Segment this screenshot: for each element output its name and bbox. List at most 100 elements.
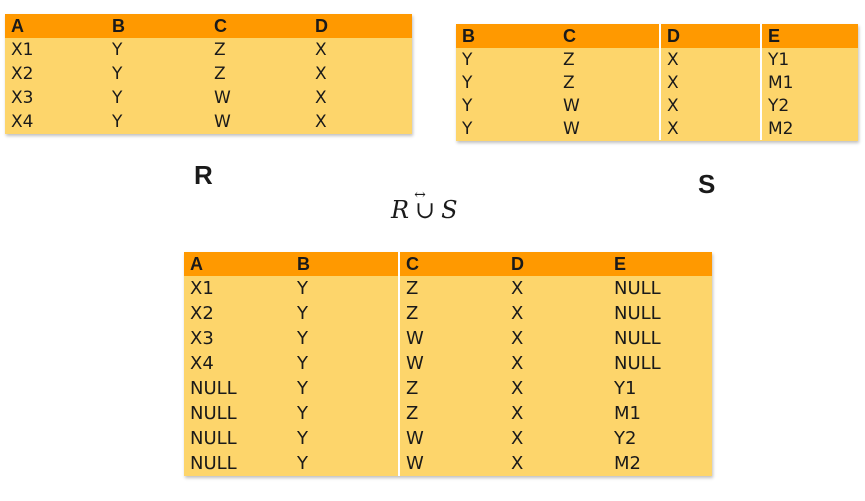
table-cell: Y xyxy=(297,278,308,299)
table-cell: Y1 xyxy=(760,48,858,71)
table-cell: NULL xyxy=(190,378,237,399)
table-row: Y W X M2 xyxy=(456,117,858,140)
table-row: Y Z X Y1 xyxy=(456,48,858,71)
header-cell: B xyxy=(297,254,310,274)
table-row: NULL Y W X Y2 xyxy=(184,426,712,451)
table-cell: M2 xyxy=(760,117,858,140)
table-cell: Y xyxy=(112,88,123,108)
header-cell: D xyxy=(511,254,524,274)
table-cell: Z xyxy=(398,401,505,426)
double-arrow-icon: ↔ xyxy=(414,187,426,203)
table-cell: Y xyxy=(297,303,308,324)
table-cell: X xyxy=(511,328,524,349)
header-cell: E xyxy=(760,24,858,48)
table-r-header: A B C D xyxy=(5,14,412,38)
table-row: NULL Y Z X M1 xyxy=(184,401,712,426)
table-cell: W xyxy=(398,351,505,376)
table-cell: Y2 xyxy=(760,94,858,117)
table-cell: X xyxy=(511,353,524,374)
table-cell: X xyxy=(511,453,524,474)
header-cell: E xyxy=(614,254,627,274)
table-cell: X3 xyxy=(11,88,34,108)
table-cell: Z xyxy=(563,50,575,70)
table-s-label: S xyxy=(698,169,716,199)
table-r-label: R xyxy=(194,160,213,190)
full-outer-join-operator: ↔ ∪ xyxy=(413,187,437,224)
table-cell: Z xyxy=(214,64,226,84)
table-cell: M1 xyxy=(614,403,641,424)
header-cell: D xyxy=(659,24,760,48)
table-cell: X xyxy=(511,403,524,424)
table-cell: Y xyxy=(112,40,123,60)
table-cell: X2 xyxy=(190,303,214,324)
table-cell: W xyxy=(398,426,505,451)
table-cell: X2 xyxy=(11,64,34,84)
header-cell: C xyxy=(214,16,227,36)
table-cell: X3 xyxy=(190,328,214,349)
table-cell: Y xyxy=(112,112,123,132)
table-row: NULL Y W X M2 xyxy=(184,451,712,476)
table-cell: Y xyxy=(112,64,123,84)
table-row: X2 Y Z X xyxy=(5,62,412,86)
table-cell: NULL xyxy=(614,278,661,299)
table-cell: W xyxy=(214,88,231,108)
table-cell: X xyxy=(315,112,327,132)
union-symbol: ∪ xyxy=(415,196,436,224)
table-cell: Y1 xyxy=(614,378,637,399)
table-cell: NULL xyxy=(190,453,237,474)
table-cell: X4 xyxy=(11,112,34,132)
table-cell: Y xyxy=(462,96,473,116)
header-cell: D xyxy=(315,16,328,36)
table-cell: X xyxy=(659,94,760,117)
result-table-header: A B C D E xyxy=(184,252,712,276)
table-row: X4 Y W X NULL xyxy=(184,351,712,376)
table-row: Y W X Y2 xyxy=(456,94,858,117)
table-cell: W xyxy=(563,119,580,139)
table-cell: NULL xyxy=(190,428,237,449)
join-formula: R ↔ ∪ S xyxy=(391,187,458,224)
table-s-header: B C D E xyxy=(456,24,858,48)
table-cell: X xyxy=(659,117,760,140)
table-cell: Y xyxy=(297,353,308,374)
table-cell: X xyxy=(659,48,760,71)
table-row: X3 Y W X xyxy=(5,86,412,110)
header-cell: A xyxy=(11,16,24,36)
table-cell: M1 xyxy=(760,71,858,94)
table-row: X1 Y Z X NULL xyxy=(184,276,712,301)
table-cell: M2 xyxy=(614,453,641,474)
header-cell: C xyxy=(563,26,576,46)
table-r: A B C D X1 Y Z X X2 Y Z X X3 Y W X X4 Y … xyxy=(5,14,412,134)
table-cell: Y xyxy=(297,453,308,474)
header-cell: A xyxy=(190,254,203,274)
table-cell: Y2 xyxy=(614,428,637,449)
table-cell: NULL xyxy=(190,403,237,424)
table-cell: X1 xyxy=(190,278,214,299)
table-row: Y Z X M1 xyxy=(456,71,858,94)
formula-right-operand: S xyxy=(441,196,458,224)
table-cell: Z xyxy=(398,301,505,326)
table-cell: X xyxy=(315,88,327,108)
result-table: A B C D E X1 Y Z X NULL X2 Y Z X NULL X3… xyxy=(184,252,712,476)
table-cell: X xyxy=(511,278,524,299)
table-cell: X1 xyxy=(11,40,34,60)
table-cell: Z xyxy=(214,40,226,60)
table-cell: Y xyxy=(297,378,308,399)
table-cell: Z xyxy=(563,73,575,93)
table-cell: Y xyxy=(297,328,308,349)
table-cell: X xyxy=(315,64,327,84)
table-cell: W xyxy=(398,326,505,351)
header-cell: B xyxy=(462,26,475,46)
header-cell: B xyxy=(112,16,125,36)
table-cell: X xyxy=(659,71,760,94)
table-row: X2 Y Z X NULL xyxy=(184,301,712,326)
table-cell: Y xyxy=(297,428,308,449)
table-s: B C D E Y Z X Y1 Y Z X M1 Y W X Y2 Y W X… xyxy=(456,24,858,141)
header-cell: C xyxy=(398,252,505,276)
table-cell: Y xyxy=(462,50,473,70)
formula-left-operand: R xyxy=(391,196,410,224)
table-cell: Z xyxy=(398,376,505,401)
table-cell: W xyxy=(398,451,505,476)
table-cell: X4 xyxy=(190,353,214,374)
table-row: NULL Y Z X Y1 xyxy=(184,376,712,401)
table-cell: Y xyxy=(462,73,473,93)
